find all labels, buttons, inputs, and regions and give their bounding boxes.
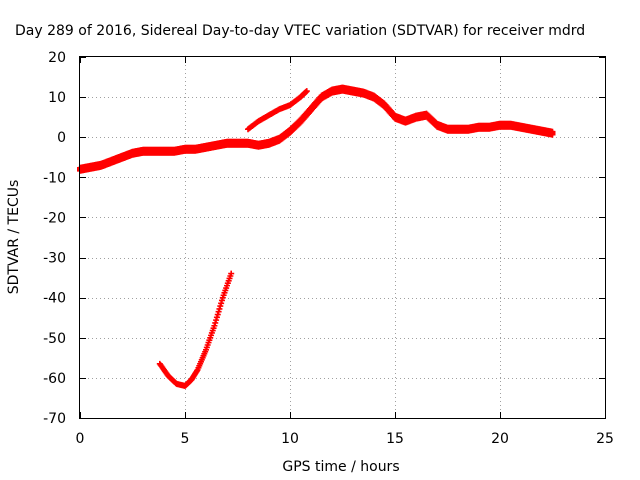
y-tick-label: -40 (43, 291, 66, 307)
x-tick-label: 15 (386, 431, 404, 447)
data-point (549, 128, 556, 135)
y-tick-label: 0 (57, 130, 66, 146)
y-tick-label: 10 (48, 90, 66, 106)
y-tick-label: -60 (43, 371, 66, 387)
tick-labels: 0 5 10 15 20 25 20 10 0 -10 -20 -30 -40 -50 -60 -70 (43, 50, 614, 447)
plot-frame (79, 56, 606, 419)
y-tick-label: -20 (43, 210, 66, 226)
x-tick-label: 20 (491, 431, 509, 447)
data-point (213, 314, 220, 321)
y-tick-label: -70 (43, 411, 66, 427)
data-point (214, 311, 221, 318)
data-point (216, 305, 223, 312)
series-upper-segment (245, 88, 310, 133)
y-tick-label: -50 (43, 331, 66, 347)
x-tick-label: 5 (181, 431, 190, 447)
data-point (218, 300, 225, 307)
data-points (77, 84, 556, 389)
x-axis-label: GPS time / hours (282, 459, 399, 475)
data-point (218, 297, 225, 304)
y-tick-label: -30 (43, 251, 66, 267)
series-low-outlier-segment (156, 270, 235, 389)
axis-ticks (80, 57, 606, 419)
series-main-band (77, 84, 556, 174)
y-tick-label: 20 (48, 50, 66, 66)
data-point (215, 308, 222, 315)
data-point (213, 317, 220, 324)
y-tick-label: -10 (43, 170, 66, 186)
data-point (211, 322, 218, 329)
chart-title: Day 289 of 2016, Sidereal Day-to-day VTE… (15, 23, 585, 39)
data-point (212, 319, 219, 326)
data-point (217, 303, 224, 310)
data-point (228, 270, 235, 277)
data-point (303, 88, 310, 95)
y-axis-label: SDTVAR / TECUs (6, 180, 22, 295)
x-tick-label: 0 (76, 431, 85, 447)
x-tick-label: 10 (281, 431, 299, 447)
x-tick-label: 25 (596, 431, 614, 447)
